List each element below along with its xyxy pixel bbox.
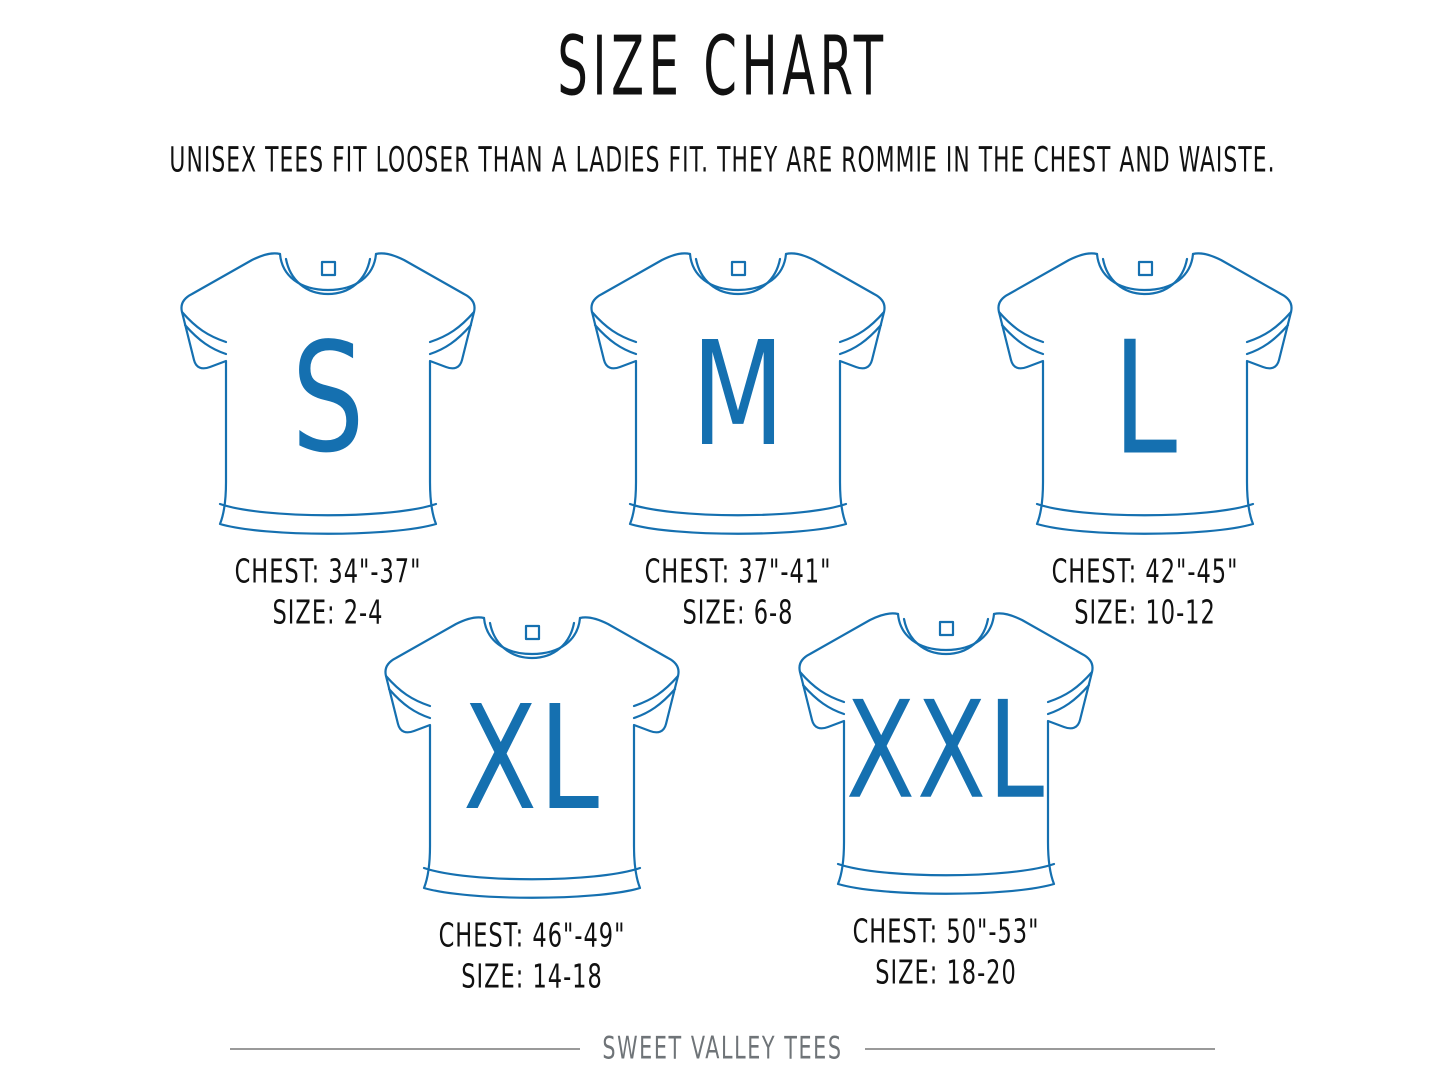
size-range: Size: 10-12 xyxy=(1074,593,1216,631)
size-range: Size: 14-18 xyxy=(461,957,603,995)
size-range: Size: 6-8 xyxy=(682,593,794,631)
tshirt-icon xyxy=(798,612,1094,895)
page-title: Size Chart xyxy=(557,18,888,115)
footer: Sweet Valley Tees xyxy=(0,1031,1445,1067)
size-range: Size: 18-20 xyxy=(875,953,1017,991)
size-card-xxl: XXL Chest: 50"-53" Size: 18-20 xyxy=(786,592,1106,991)
tshirt-icon xyxy=(997,252,1293,535)
size-specs-xl: Chest: 46"-49" Size: 14-18 xyxy=(372,910,692,995)
size-card-s: S Chest: 34"-37" Size: 2-4 xyxy=(168,232,488,631)
size-specs-xxl: Chest: 50"-53" Size: 18-20 xyxy=(786,906,1106,991)
brand-name: Sweet Valley Tees xyxy=(602,1031,843,1067)
chest-measurement: Chest: 46"-49" xyxy=(438,916,626,955)
tshirt-illustration-s: S xyxy=(168,232,488,542)
size-card-m: M Chest: 37"-41" Size: 6-8 xyxy=(578,232,898,631)
size-specs-s: Chest: 34"-37" Size: 2-4 xyxy=(168,546,488,631)
size-card-l: L Chest: 42"-45" Size: 10-12 xyxy=(985,232,1305,631)
page-subtitle: Unisex tees fit looser than a ladies fit… xyxy=(169,140,1276,181)
size-specs-l: Chest: 42"-45" Size: 10-12 xyxy=(985,546,1305,631)
chest-measurement: Chest: 50"-53" xyxy=(852,912,1040,951)
tshirt-illustration-l: L xyxy=(985,232,1305,542)
tshirt-icon xyxy=(384,616,680,899)
chest-measurement: Chest: 34"-37" xyxy=(234,552,422,591)
size-specs-m: Chest: 37"-41" Size: 6-8 xyxy=(578,546,898,631)
tshirt-icon xyxy=(590,252,886,535)
size-range: Size: 2-4 xyxy=(272,593,384,631)
tshirt-illustration-xl: XL xyxy=(372,596,692,906)
tshirt-icon xyxy=(180,252,476,535)
footer-rule-left xyxy=(230,1048,581,1050)
tshirt-illustration-xxl: XXL xyxy=(786,592,1106,902)
size-card-xl: XL Chest: 46"-49" Size: 14-18 xyxy=(372,596,692,995)
chest-measurement: Chest: 37"-41" xyxy=(644,552,832,591)
chest-measurement: Chest: 42"-45" xyxy=(1051,552,1239,591)
tshirt-illustration-m: M xyxy=(578,232,898,542)
footer-rule-right xyxy=(864,1048,1215,1050)
